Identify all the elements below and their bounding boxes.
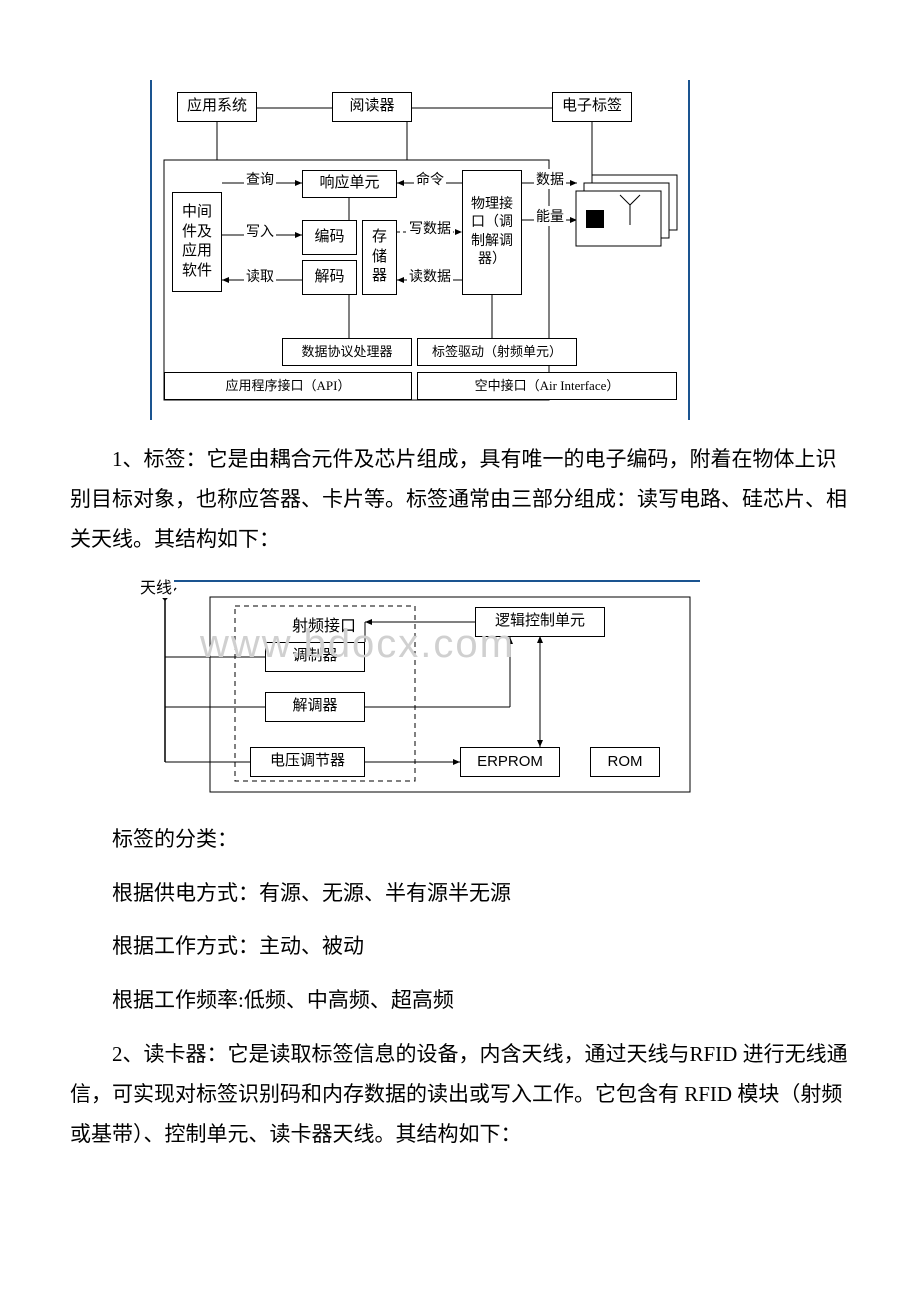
text-phys-interface: 物理接 口（调 制解调 器） xyxy=(471,196,513,269)
text-response-unit: 响应单元 xyxy=(319,174,379,194)
label-antenna: 天线 xyxy=(138,574,174,598)
text-middleware: 中间 件及 应用 软件 xyxy=(182,203,212,281)
label-query: 查询 xyxy=(244,169,276,189)
box-phys-interface: 物理接 口（调 制解调 器） xyxy=(462,170,522,295)
box-modulator: 调制器 xyxy=(265,642,365,672)
label-data: 数据 xyxy=(534,169,566,189)
label-rf-interface: 射频接口 xyxy=(290,612,358,636)
label-command: 命令 xyxy=(414,169,446,189)
text-modulator: 调制器 xyxy=(292,647,337,667)
text-reader: 阅读器 xyxy=(349,97,394,117)
label-write-data: 写数据 xyxy=(407,218,453,238)
box-api: 应用程序接口（API） xyxy=(164,372,412,400)
text-storage: 存 储 器 xyxy=(372,228,387,287)
para-reader: 2、读卡器：它是读取标签信息的设备，内含天线，通过天线与RFID 进行无线通信，… xyxy=(70,1035,850,1155)
para-freq: 根据工作频率:低频、中高频、超高频 xyxy=(70,981,850,1021)
para-work-mode: 根据工作方式：主动、被动 xyxy=(70,927,850,967)
text-logic-control: 逻辑控制单元 xyxy=(495,612,585,632)
para1-text: 1、标签：它是由耦合元件及芯片组成，具有唯一的电子编码，附着在物体上识别目标对象… xyxy=(70,447,847,551)
box-reader: 阅读器 xyxy=(332,92,412,122)
text-air-interface: 空中接口（Air Interface） xyxy=(475,378,620,395)
box-erprom: ERPROM xyxy=(460,747,560,777)
label-read-data: 读数据 xyxy=(407,266,453,286)
box-tag-driver: 标签驱动（射频单元） xyxy=(417,338,577,366)
para-tag-intro: 1、标签：它是由耦合元件及芯片组成，具有唯一的电子编码，附着在物体上识别目标对象… xyxy=(70,440,850,560)
box-data-proc: 数据协议处理器 xyxy=(282,338,412,366)
text-api: 应用程序接口（API） xyxy=(226,378,351,395)
diagram-tag-structure: www.bdocx.com xyxy=(140,580,700,800)
label-read: 读取 xyxy=(244,266,276,286)
box-app-system: 应用系统 xyxy=(177,92,257,122)
box-storage: 存 储 器 xyxy=(362,220,397,295)
para-classify-title: 标签的分类： xyxy=(70,820,850,860)
label-write: 写入 xyxy=(244,221,276,241)
diagram-rfid-system: 应用系统 阅读器 电子标签 中间 件及 应用 软件 响应单元 编码 解码 存 储… xyxy=(150,80,690,420)
text-voltage-reg: 电压调节器 xyxy=(270,752,345,772)
text-tag: 电子标签 xyxy=(562,97,622,117)
label-energy: 能量 xyxy=(534,206,566,226)
box-logic-control: 逻辑控制单元 xyxy=(475,607,605,637)
text-data-proc: 数据协议处理器 xyxy=(301,344,392,361)
box-air-interface: 空中接口（Air Interface） xyxy=(417,372,677,400)
text-decode: 解码 xyxy=(314,268,344,288)
text-tag-driver: 标签驱动（射频单元） xyxy=(432,344,562,361)
box-encode: 编码 xyxy=(302,220,357,255)
text-app-system: 应用系统 xyxy=(187,97,247,117)
para-power: 根据供电方式：有源、无源、半有源半无源 xyxy=(70,874,850,914)
text-rom: ROM xyxy=(608,752,643,772)
box-demodulator: 解调器 xyxy=(265,692,365,722)
box-middleware: 中间 件及 应用 软件 xyxy=(172,192,222,292)
text-demodulator: 解调器 xyxy=(292,697,337,717)
box-voltage-reg: 电压调节器 xyxy=(250,747,365,777)
box-rom: ROM xyxy=(590,747,660,777)
box-response-unit: 响应单元 xyxy=(302,170,397,198)
box-decode: 解码 xyxy=(302,260,357,295)
text-erprom: ERPROM xyxy=(477,752,543,772)
text-encode: 编码 xyxy=(314,228,344,248)
box-tag: 电子标签 xyxy=(552,92,632,122)
diagram1-arrows xyxy=(152,80,692,420)
